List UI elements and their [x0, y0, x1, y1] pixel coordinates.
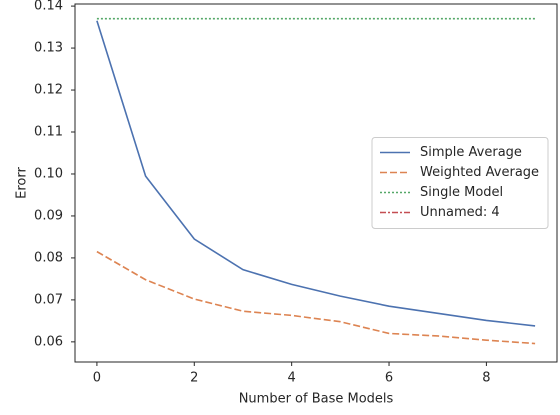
y-tick-label: 0.14 [34, 0, 63, 14]
x-axis-label: Number of Base Models [239, 392, 394, 407]
x-tick-label: 2 [190, 371, 198, 386]
y-tick-label: 0.08 [34, 250, 63, 265]
y-tick-label: 0.12 [34, 83, 63, 98]
legend-label: Simple Average [420, 145, 522, 160]
y-tick-label: 0.09 [34, 208, 63, 223]
legend-box [371, 137, 549, 229]
x-tick-label: 4 [288, 371, 296, 386]
x-tick-label: 8 [482, 371, 490, 386]
plot-frame [74, 3, 558, 363]
legend-label: Unnamed: 4 [420, 205, 500, 220]
x-tick-label: 6 [385, 371, 393, 386]
x-tick-label: 0 [93, 371, 101, 386]
y-tick-label: 0.13 [34, 41, 63, 56]
y-tick-label: 0.07 [34, 292, 63, 307]
line [96, 250, 536, 345]
y-tick-label: 0.06 [34, 334, 63, 349]
y-axis-label: Erorr [15, 167, 30, 199]
legend-label: Weighted Average [420, 165, 539, 180]
line [96, 20, 536, 327]
legend-label: Single Model [420, 185, 503, 200]
y-tick-label: 0.11 [34, 125, 63, 140]
y-tick-label: 0.10 [34, 166, 63, 181]
